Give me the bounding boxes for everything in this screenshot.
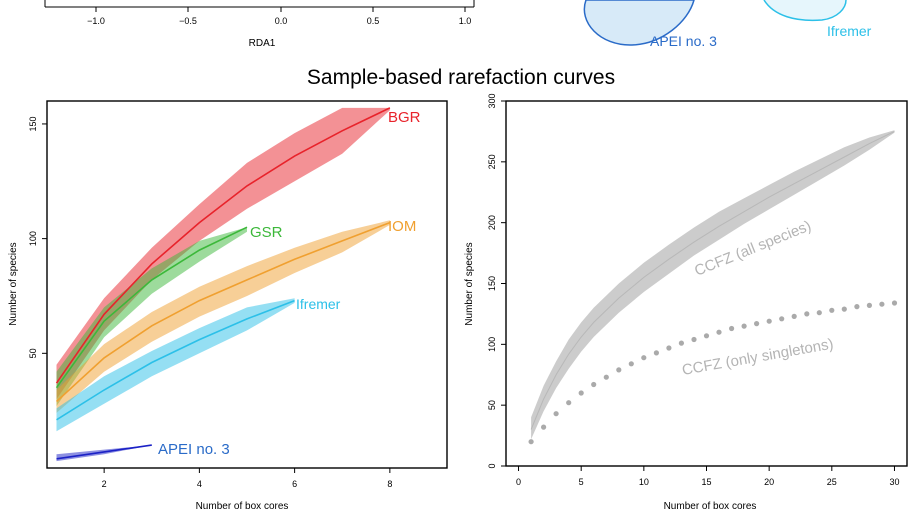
right-y-axis-title: Number of species	[464, 242, 475, 325]
series-label-gsr: GSR	[250, 224, 283, 241]
rda-x-axis-title: RDA1	[249, 38, 276, 49]
right-x-axis-title: Number of box cores	[664, 501, 757, 512]
rda-tick-label: 0.5	[367, 16, 380, 26]
data-point-ccfz-only-singletons	[854, 304, 860, 310]
data-point-ccfz-only-singletons	[616, 367, 622, 373]
y-tick-label: 100	[28, 231, 38, 246]
data-point-ccfz-only-singletons	[754, 321, 760, 327]
rda-tick-label: 0.0	[275, 16, 288, 26]
series-label-ccfz-singletons: CCFZ (only singletons)	[681, 336, 835, 379]
x-tick-label: 30	[889, 477, 899, 487]
left-rarefaction-panel: 2 4 6 8 50 100 150 Number of box cores Number…	[8, 100, 448, 512]
data-point-ccfz-only-singletons	[766, 318, 772, 324]
left-y-axis: 50 100 150	[28, 116, 47, 358]
data-point-ccfz-only-singletons	[841, 306, 847, 312]
y-tick-label: 100	[487, 337, 497, 352]
left-x-axis: 2 4 6 8	[102, 468, 392, 489]
figure-title: Sample-based rarefaction curves	[307, 66, 615, 89]
x-tick-label: 20	[764, 477, 774, 487]
ifremer-ellipse	[763, 0, 847, 22]
data-point-ccfz-only-singletons	[528, 439, 534, 445]
series-line-gsr	[55, 226, 248, 389]
data-point-ccfz-only-singletons	[628, 361, 634, 367]
data-point-ccfz-only-singletons	[653, 350, 660, 356]
rda-plot-fragment: −1.0 −0.5 0.0 0.5 1.0 RDA1 APEI no. 3 If…	[44, 0, 872, 49]
right-confidence-bands	[531, 130, 895, 440]
confidence-band-ifremer	[56, 298, 295, 432]
data-point-ccfz-only-singletons	[791, 313, 797, 319]
y-tick-label: 200	[487, 215, 497, 230]
y-tick-label: 250	[487, 154, 497, 169]
data-point-ccfz-only-singletons	[779, 316, 785, 322]
apei-ellipse-label: APEI no. 3	[650, 33, 717, 49]
y-tick-label: 150	[487, 276, 497, 291]
apei-ellipse	[583, 0, 695, 46]
data-point-ccfz-only-singletons	[678, 340, 685, 346]
left-plot-frame	[46, 100, 448, 469]
x-tick-label: 5	[579, 477, 584, 487]
rda-tick-label: −0.5	[179, 16, 197, 26]
data-point-ccfz-only-singletons	[591, 381, 597, 388]
series-label-ifremer: Ifremer	[296, 296, 341, 312]
data-point-ccfz-only-singletons	[716, 329, 722, 335]
x-tick-label: 4	[197, 479, 202, 489]
y-tick-label: 150	[28, 116, 38, 131]
y-tick-label: 300	[487, 93, 497, 108]
series-label-iom: IOM	[388, 218, 416, 235]
ifremer-ellipse-label: Ifremer	[827, 23, 872, 39]
data-point-ccfz-only-singletons	[729, 325, 735, 332]
right-x-axis: 0 5 10 15 20 25 30	[516, 466, 899, 487]
confidence-band-bgr	[56, 107, 390, 400]
series-line-ifremer	[56, 299, 295, 421]
series-line-apei-no-3	[56, 444, 152, 460]
data-point-ccfz-only-singletons	[691, 336, 697, 343]
rda-tick-label: 1.0	[459, 16, 472, 26]
data-point-ccfz-only-singletons	[804, 311, 810, 317]
data-point-ccfz-only-singletons	[741, 323, 747, 329]
y-tick-label: 50	[487, 400, 497, 410]
right-y-axis: 0 50 100 150 200 250 300	[487, 93, 506, 469]
x-tick-label: 6	[292, 479, 297, 489]
data-point-ccfz-only-singletons	[879, 301, 885, 307]
data-point-ccfz-only-singletons	[553, 411, 559, 417]
y-tick-label: 50	[28, 348, 38, 358]
series-line-bgr	[55, 107, 391, 384]
x-tick-label: 10	[639, 477, 649, 487]
data-point-ccfz-only-singletons	[891, 300, 898, 306]
x-tick-label: 0	[516, 477, 521, 487]
right-series-lines	[528, 130, 898, 445]
data-point-ccfz-only-singletons	[866, 302, 873, 308]
data-point-ccfz-only-singletons	[666, 345, 672, 351]
right-rarefaction-panel: 0 5 10 15 20 25 30 0 50 100 150 200 250 300 Number o…	[464, 93, 908, 512]
left-y-axis-title: Number of species	[8, 242, 19, 325]
rda-tick-label: −1.0	[87, 16, 105, 26]
data-point-ccfz-only-singletons	[829, 307, 835, 313]
data-point-ccfz-only-singletons	[816, 310, 822, 316]
x-tick-label: 2	[102, 479, 107, 489]
x-tick-label: 8	[387, 479, 392, 489]
series-line-ccfz-all-species	[530, 130, 895, 430]
confidence-band-ccfz-all-species	[531, 130, 895, 440]
y-tick-label: 0	[487, 463, 497, 468]
left-series-lines	[55, 107, 391, 460]
data-point-ccfz-only-singletons	[578, 390, 584, 396]
data-point-ccfz-only-singletons	[703, 333, 710, 339]
data-point-ccfz-only-singletons	[641, 355, 647, 361]
data-point-ccfz-only-singletons	[603, 374, 609, 380]
left-x-axis-title: Number of box cores	[196, 501, 289, 512]
series-line-iom	[55, 221, 391, 403]
data-point-ccfz-only-singletons	[566, 400, 572, 406]
x-tick-label: 25	[827, 477, 837, 487]
left-confidence-bands	[56, 107, 390, 462]
data-point-ccfz-only-singletons	[541, 424, 547, 430]
series-label-apei: APEI no. 3	[158, 441, 230, 458]
x-tick-label: 15	[701, 477, 711, 487]
confidence-band-iom	[56, 220, 390, 413]
series-label-bgr: BGR	[388, 109, 421, 126]
